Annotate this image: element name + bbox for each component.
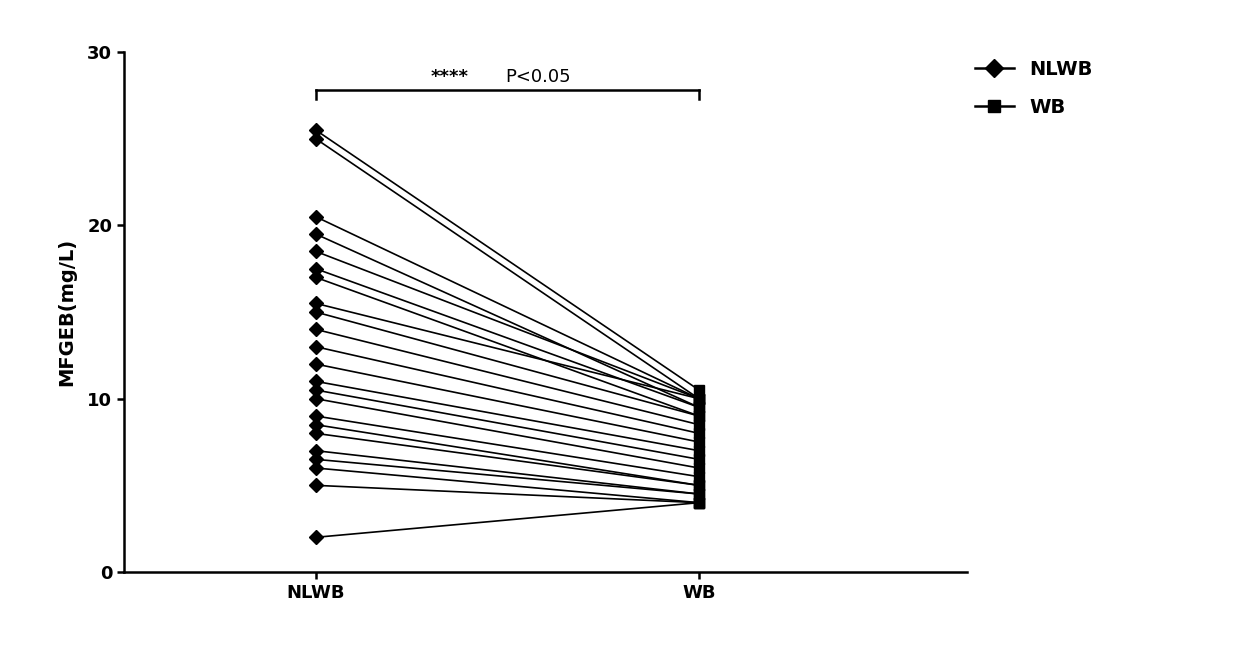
Text: ****: **** — [430, 68, 469, 86]
Text: P<0.05: P<0.05 — [505, 68, 570, 86]
Y-axis label: MFGEB(mg/L): MFGEB(mg/L) — [57, 238, 76, 386]
Legend: NLWB, WB: NLWB, WB — [967, 52, 1101, 125]
